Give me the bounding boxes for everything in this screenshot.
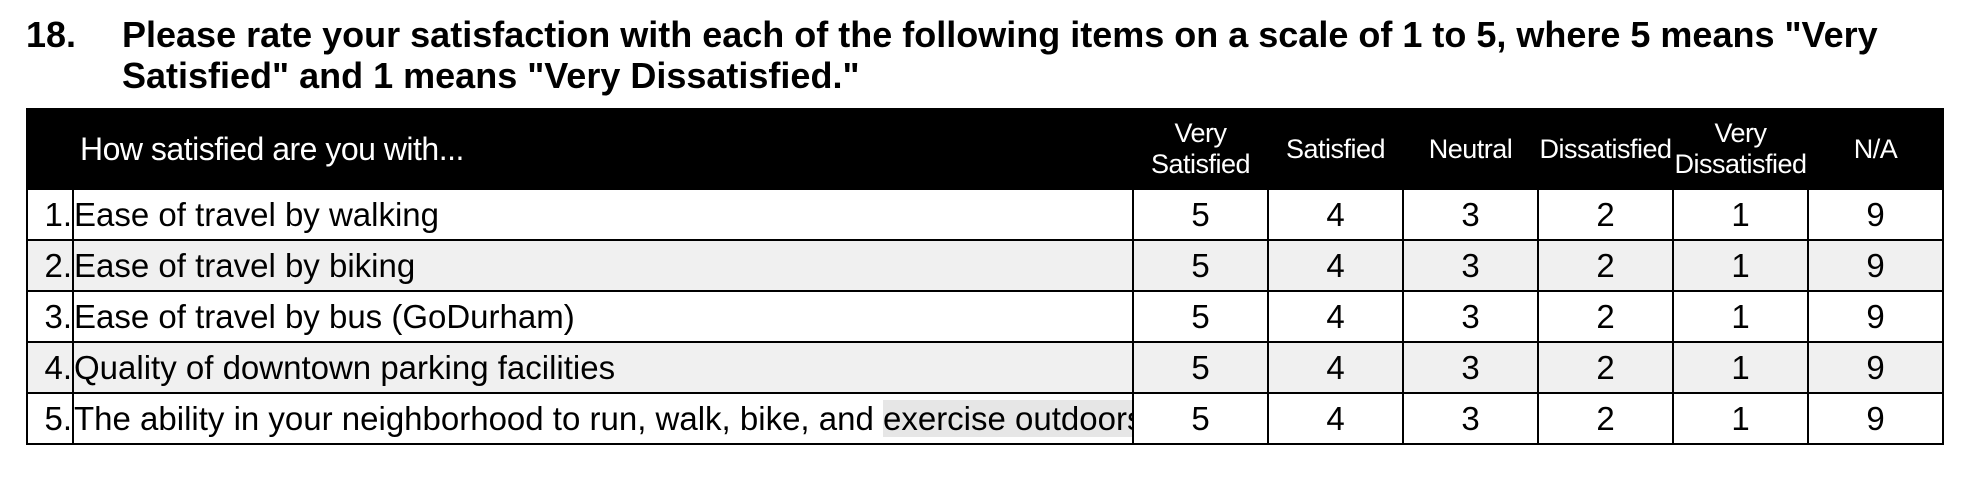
row-number: 2. xyxy=(26,239,74,292)
row-label: Ease of travel by bus (GoDurham) xyxy=(72,290,1134,343)
header-very-dissatisfied: Very Dissatisfied xyxy=(1672,108,1809,190)
rating-option-neutral[interactable]: 3 xyxy=(1402,290,1539,343)
rating-option-dissatisfied[interactable]: 2 xyxy=(1537,188,1674,241)
rating-option-neutral[interactable]: 3 xyxy=(1402,392,1539,445)
row-label-highlight: exercise outdoors xyxy=(882,399,1131,437)
rating-option-very-satisfied[interactable]: 5 xyxy=(1132,392,1269,445)
row-label: Ease of travel by walking xyxy=(72,188,1134,241)
rating-option-dissatisfied[interactable]: 2 xyxy=(1537,290,1674,343)
header-number-cell xyxy=(26,108,74,190)
rating-option-na[interactable]: 9 xyxy=(1807,392,1944,445)
rating-option-very-dissatisfied[interactable]: 1 xyxy=(1672,290,1809,343)
row-label: Quality of downtown parking facilities xyxy=(72,341,1134,394)
rating-option-neutral[interactable]: 3 xyxy=(1402,188,1539,241)
row-number: 4. xyxy=(26,341,74,394)
rating-option-very-dissatisfied[interactable]: 1 xyxy=(1672,392,1809,445)
header-dissatisfied: Dissatisfied xyxy=(1537,108,1674,190)
rating-option-very-dissatisfied[interactable]: 1 xyxy=(1672,341,1809,394)
header-satisfied: Satisfied xyxy=(1267,108,1404,190)
rating-option-na[interactable]: 9 xyxy=(1807,341,1944,394)
header-na: N/A xyxy=(1807,108,1944,190)
rating-option-dissatisfied[interactable]: 2 xyxy=(1537,392,1674,445)
rating-option-satisfied[interactable]: 4 xyxy=(1267,341,1404,394)
table-row: 5. The ability in your neighborhood to r… xyxy=(26,392,1944,445)
rating-option-very-satisfied[interactable]: 5 xyxy=(1132,188,1269,241)
header-neutral: Neutral xyxy=(1402,108,1539,190)
rating-option-satisfied[interactable]: 4 xyxy=(1267,239,1404,292)
rating-option-very-satisfied[interactable]: 5 xyxy=(1132,239,1269,292)
row-number: 3. xyxy=(26,290,74,343)
rating-option-satisfied[interactable]: 4 xyxy=(1267,392,1404,445)
table-row: 2. Ease of travel by biking 5 4 3 2 1 9 xyxy=(26,239,1944,292)
table-row: 4. Quality of downtown parking facilitie… xyxy=(26,341,1944,394)
rating-option-satisfied[interactable]: 4 xyxy=(1267,290,1404,343)
row-label: The ability in your neighborhood to run,… xyxy=(72,392,1134,445)
rating-option-very-satisfied[interactable]: 5 xyxy=(1132,341,1269,394)
rating-option-dissatisfied[interactable]: 2 xyxy=(1537,239,1674,292)
question-text: Please rate your satisfaction with each … xyxy=(122,14,1878,96)
rating-option-very-dissatisfied[interactable]: 1 xyxy=(1672,239,1809,292)
row-label: Ease of travel by biking xyxy=(72,239,1134,292)
table-row: 3. Ease of travel by bus (GoDurham) 5 4 … xyxy=(26,290,1944,343)
row-number: 1. xyxy=(26,188,74,241)
rating-option-na[interactable]: 9 xyxy=(1807,239,1944,292)
rating-option-na[interactable]: 9 xyxy=(1807,290,1944,343)
row-number: 5. xyxy=(26,392,74,445)
header-very-satisfied: Very Satisfied xyxy=(1132,108,1269,190)
table-header-row: How satisfied are you with... Very Satis… xyxy=(26,108,1944,190)
satisfaction-table: How satisfied are you with... Very Satis… xyxy=(26,108,1944,445)
rating-option-very-dissatisfied[interactable]: 1 xyxy=(1672,188,1809,241)
rating-option-na[interactable]: 9 xyxy=(1807,188,1944,241)
rating-option-dissatisfied[interactable]: 2 xyxy=(1537,341,1674,394)
rating-option-neutral[interactable]: 3 xyxy=(1402,239,1539,292)
rating-option-satisfied[interactable]: 4 xyxy=(1267,188,1404,241)
table-row: 1. Ease of travel by walking 5 4 3 2 1 9 xyxy=(26,188,1944,241)
question-number: 18. xyxy=(26,14,77,55)
row-label-main: The ability in your neighborhood to run,… xyxy=(74,399,883,437)
rating-option-neutral[interactable]: 3 xyxy=(1402,341,1539,394)
rating-option-very-satisfied[interactable]: 5 xyxy=(1132,290,1269,343)
header-item-label: How satisfied are you with... xyxy=(72,108,1134,190)
